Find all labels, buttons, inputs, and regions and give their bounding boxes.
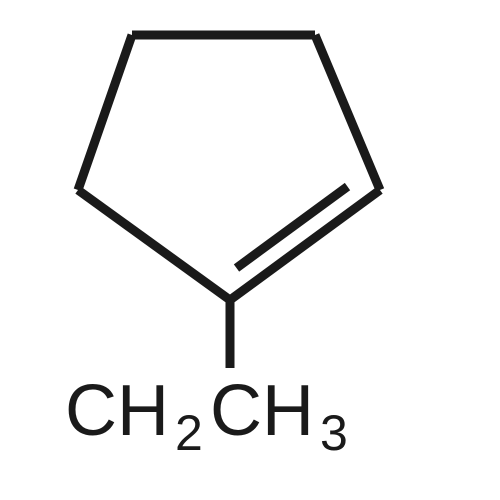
atom-subscript: 2 (175, 405, 203, 461)
atom-subscript: 3 (320, 405, 348, 461)
bond (78, 190, 230, 300)
molecule-diagram: CH2CH3 (0, 0, 500, 500)
bond (230, 190, 380, 300)
bond (315, 35, 380, 190)
atom-label: CH (210, 371, 314, 451)
atom-label: CH (65, 371, 169, 451)
bond (78, 35, 132, 190)
